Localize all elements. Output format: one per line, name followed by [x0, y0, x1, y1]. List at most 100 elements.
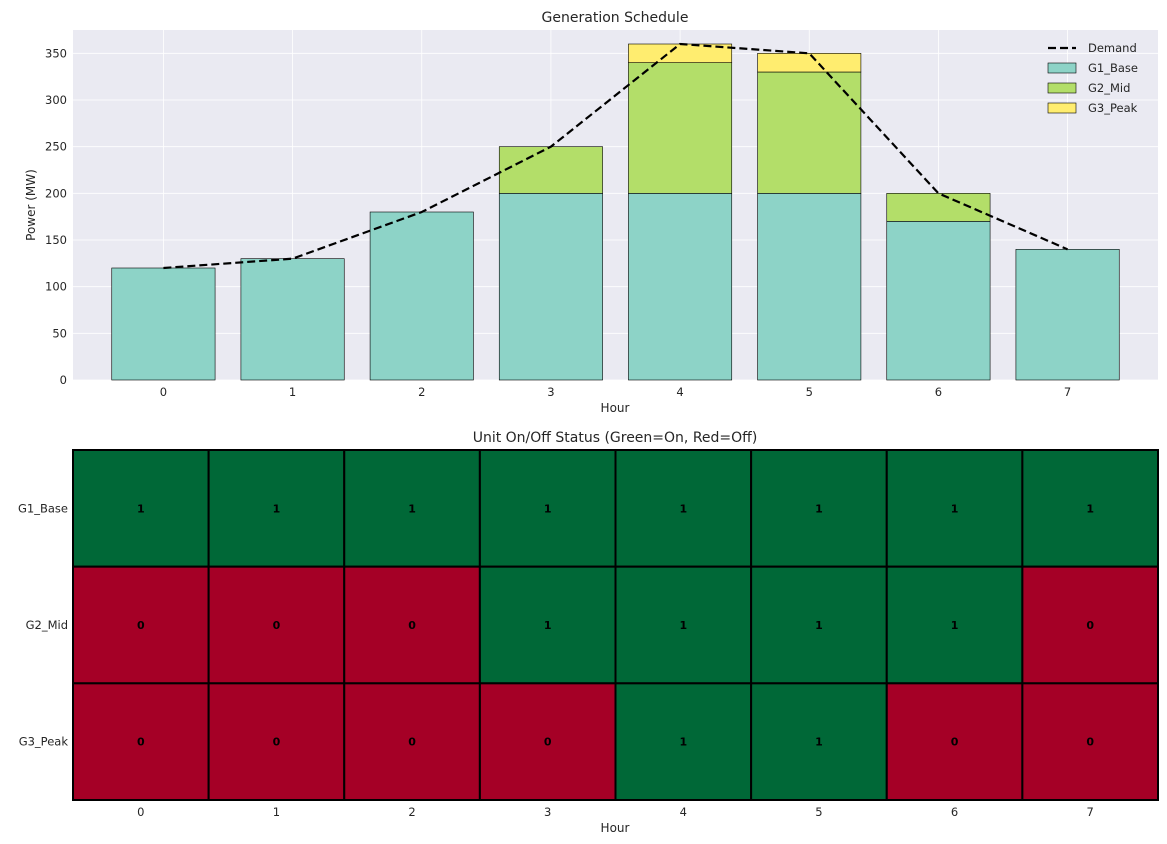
x-axis-label: Hour [601, 401, 630, 415]
cell-value: 1 [679, 736, 687, 749]
bars [111, 43, 1120, 381]
y-axis-label: Power (MW) [24, 169, 38, 241]
x-tick-label: 0 [160, 385, 167, 399]
bar-g2-mid [498, 146, 603, 194]
x-tick-label: 4 [676, 385, 683, 399]
bar-g1-base [369, 211, 474, 381]
bar-g1-base [111, 267, 216, 381]
heatmap-cell [207, 565, 346, 685]
unit-status-heatmap: 1 1 1 1 1 1 1 1 0 0 0 1 1 1 1 0 0 0 0 0 1 1 0 0 G1_Base G2_Mid G3… [18, 430, 1159, 835]
heatmap-cell [885, 565, 1024, 685]
cell-value: 0 [408, 736, 416, 749]
x-tick-label: 5 [815, 805, 822, 819]
cell-value: 1 [273, 502, 281, 515]
legend-swatch-g2-mid [1047, 82, 1077, 94]
y-tick-label: 100 [45, 280, 67, 294]
heatmap-cell [478, 565, 617, 685]
x-tick-label: 1 [273, 805, 280, 819]
legend-label: G3_Peak [1088, 101, 1138, 115]
x-tick-label: 2 [408, 805, 415, 819]
demand-line [163, 42, 1069, 270]
cell-value: 1 [544, 502, 552, 515]
heatmap-cell [343, 682, 481, 801]
x-tick-label: 4 [680, 805, 687, 819]
legend-swatch-g3-peak [1047, 102, 1077, 114]
bar-g1-base [886, 221, 991, 381]
heatmap-cell [343, 449, 481, 568]
bar-g1-base [1015, 249, 1120, 381]
heatmap-cell [478, 449, 617, 568]
cell-value: 0 [137, 619, 145, 632]
x-axis: 0 1 2 3 4 5 6 7 [160, 385, 1071, 399]
bar-g3-peak [757, 53, 862, 73]
cell-value: 0 [951, 736, 959, 749]
heatmap-cell [478, 682, 617, 801]
plot-area [73, 30, 1158, 380]
heatmap-cells: 1 1 1 1 1 1 1 1 0 0 0 1 1 1 1 0 0 0 0 0 1 1 0 0 [72, 449, 1159, 801]
cell-value: 0 [544, 736, 552, 749]
cell-value: 1 [815, 736, 823, 749]
bar-g1-base [757, 193, 862, 381]
bar-g2-mid [628, 62, 733, 194]
legend-label: G2_Mid [1088, 81, 1130, 95]
x-tick-label: 7 [1087, 805, 1094, 819]
heatmap-cell [614, 682, 753, 801]
row-label: G1_Base [18, 501, 68, 515]
x-tick-label: 6 [951, 805, 958, 819]
y-axis: 0 50 100 150 200 250 300 350 [45, 46, 67, 387]
heatmap-cell [207, 682, 346, 801]
row-labels: G1_Base G2_Mid G3_Peak [18, 501, 68, 748]
heatmap-cell [1021, 682, 1159, 801]
y-tick-label: 0 [60, 373, 67, 387]
heatmap-cell [885, 449, 1024, 568]
row-label: G3_Peak [19, 735, 69, 749]
cell-value: 0 [408, 619, 416, 632]
y-tick-label: 200 [45, 186, 67, 200]
legend: Demand G1_Base G2_Mid G3_Peak [1047, 41, 1138, 115]
bar-g2-mid [757, 71, 862, 194]
x-tick-label: 5 [806, 385, 813, 399]
y-tick-label: 50 [52, 326, 67, 340]
cell-value: 1 [679, 502, 687, 515]
legend-label: G1_Base [1088, 61, 1138, 75]
cell-value: 0 [1086, 619, 1094, 632]
cell-value: 0 [137, 736, 145, 749]
x-tick-label: 3 [547, 385, 554, 399]
demand-line-path [163, 42, 1069, 270]
y-tick-label: 350 [45, 46, 67, 60]
cell-value: 1 [137, 502, 145, 515]
heatmap-cell [614, 565, 753, 685]
heatmap-cell [750, 682, 888, 801]
x-axis-label: Hour [601, 821, 630, 835]
cell-value: 1 [951, 502, 959, 515]
y-tick-label: 250 [45, 140, 67, 154]
heatmap-cell [750, 565, 888, 685]
heatmap-cell [72, 565, 210, 685]
row-label: G2_Mid [26, 618, 68, 632]
heatmap-cell [1021, 449, 1159, 568]
heatmap-cell [614, 449, 753, 568]
cell-value: 1 [544, 619, 552, 632]
bar-g2-mid [886, 193, 991, 222]
cell-value: 1 [815, 619, 823, 632]
cell-value: 1 [679, 619, 687, 632]
generation-schedule-chart: 0 50 100 150 200 250 300 350 0 1 2 3 4 5 6 7 Generatio… [24, 10, 1158, 415]
legend-demand-label: Demand [1088, 41, 1137, 55]
y-tick-label: 150 [45, 233, 67, 247]
x-tick-label: 1 [289, 385, 296, 399]
heatmap-cell [1021, 565, 1159, 685]
x-tick-label: 6 [935, 385, 942, 399]
bar-g1-base [240, 258, 345, 381]
heatmap-cell [750, 449, 888, 568]
legend-swatch-g1-base [1047, 62, 1077, 74]
bar-g1-base [628, 193, 733, 381]
cell-value: 1 [951, 619, 959, 632]
x-tick-label: 3 [544, 805, 551, 819]
bar-g1-base [498, 193, 603, 381]
heatmap-cell [72, 449, 210, 568]
cell-value: 1 [1086, 502, 1094, 515]
x-tick-label: 0 [137, 805, 144, 819]
x-tick-label: 7 [1064, 385, 1071, 399]
x-tick-label: 2 [418, 385, 425, 399]
